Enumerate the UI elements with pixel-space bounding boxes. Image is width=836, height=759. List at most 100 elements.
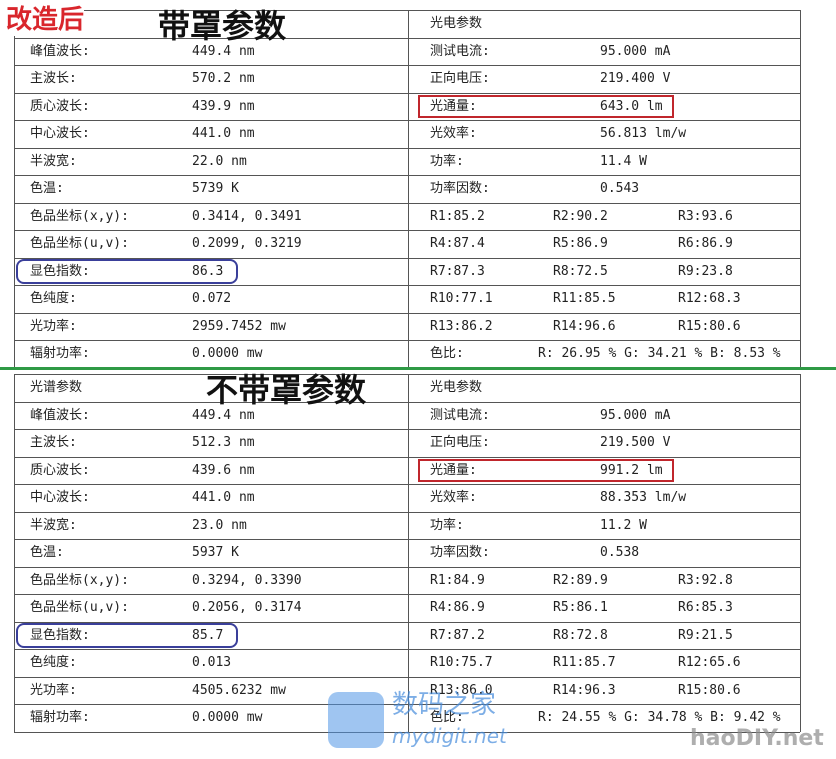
row-line [14,511,800,513]
cell: 95.000 mA [600,43,671,59]
blue-highlight [16,622,238,648]
col-line [14,10,15,368]
cell: 功率: [430,153,464,169]
cell: R5:86.9 [553,236,608,251]
cell: 0.2056, 0.3174 [192,600,302,615]
cell: 219.400 V [600,71,671,86]
cell: 光功率: [30,318,77,334]
cell: R2:89.9 [553,572,608,588]
row-line [14,37,800,39]
cell: 质心波长: [30,462,90,478]
cell: R10:77.1 [430,291,493,306]
cell: 0.072 [192,291,232,306]
cell: 5739 K [192,181,239,196]
cell: 色纯度: [30,291,77,306]
cell: R8:72.8 [553,627,608,643]
cell: 2959.7452 mw [192,318,286,334]
col-line [408,374,409,732]
row-line [14,704,800,705]
title: 带罩参数 [158,7,287,45]
row-line [14,374,800,375]
cell: 11.2 W [600,517,647,533]
cell: R11:85.5 [553,291,616,306]
cell: 显色指数: [30,263,90,279]
watermark: haoDIY.net [690,726,824,751]
cell: 测试电流: [430,407,490,423]
cell: 色比: [430,710,464,725]
cell: 0.3294, 0.3390 [192,572,302,588]
cell: 测试电流: [430,43,490,59]
cell: 0.013 [192,655,232,670]
cell: R: 26.95 % G: 34.21 % B: 8.53 % [538,346,781,361]
cell: 88.353 lm/w [600,490,687,505]
cell: 正向电压: [430,435,490,450]
row-line [14,429,800,430]
cell: 正向电压: [430,71,490,86]
cell: 219.500 V [600,435,671,450]
cell: R14:96.3 [553,682,616,698]
cell: 色纯度: [30,655,77,670]
cell: 主波长: [30,71,77,86]
cell: R13:86.2 [430,318,493,334]
cell: 色温: [30,545,64,560]
row-line [14,566,800,568]
cell: R2:90.2 [553,208,608,224]
cell: R7:87.3 [430,263,485,279]
cell: 辐射功率: [30,710,90,725]
row-line [14,65,800,66]
cell: R12:68.3 [678,291,741,306]
cell: 86.3 [192,263,224,279]
cell: R9:23.8 [678,263,733,279]
cell: R12:65.6 [678,655,741,670]
red-highlight [418,458,674,482]
cell: 主波长: [30,435,77,450]
cell: 半波宽: [30,153,77,169]
cell: R1:84.9 [430,572,485,588]
row-line [14,175,800,176]
row-line [14,10,800,11]
divider [0,367,836,370]
cell: 光效率: [430,490,477,505]
row-line [14,456,800,458]
cell: 0.538 [600,545,640,560]
cell: 439.6 nm [192,462,255,478]
cell: 441.0 nm [192,126,255,141]
cell: R4:86.9 [430,600,485,615]
badge: 改造后 [6,4,85,36]
row-line [14,147,800,149]
cell: 23.0 nm [192,517,247,533]
cell: R7:87.2 [430,627,485,643]
cell: R5:86.1 [553,600,608,615]
row-line [14,621,800,623]
cell: 449.4 nm [192,407,255,423]
cell: 光电参数 [430,16,483,31]
row-line [14,312,800,314]
cell: R6:86.9 [678,236,733,251]
cell: 中心波长: [30,490,90,505]
cell: R13:86.0 [430,682,493,698]
row-line [14,539,800,540]
cell: 0.0000 mw [192,710,263,725]
watermark: 数码之家 [392,690,497,720]
cell: 光效率: [430,126,477,141]
cell: 5937 K [192,545,239,560]
logo [328,692,384,748]
cell: 56.813 lm/w [600,126,687,141]
blue-highlight [16,258,238,284]
cell: R4:87.4 [430,236,485,251]
cell: 光通量: [430,462,477,478]
cell: 功率因数: [430,181,490,196]
cell: 光谱参数 [30,380,83,395]
cell: 峰值波长: [30,43,90,59]
row-line [14,676,800,678]
cell: 991.2 lm [600,462,663,478]
cell: 辐射功率: [30,346,90,361]
cell: 570.2 nm [192,71,255,86]
cell: R1:85.2 [430,208,485,224]
col-line [14,374,15,732]
cell: R8:72.5 [553,263,608,279]
cell: 光电参数 [430,380,483,395]
cell: 11.4 W [600,153,647,169]
cell: 95.000 mA [600,407,671,423]
cell: R15:80.6 [678,682,741,698]
